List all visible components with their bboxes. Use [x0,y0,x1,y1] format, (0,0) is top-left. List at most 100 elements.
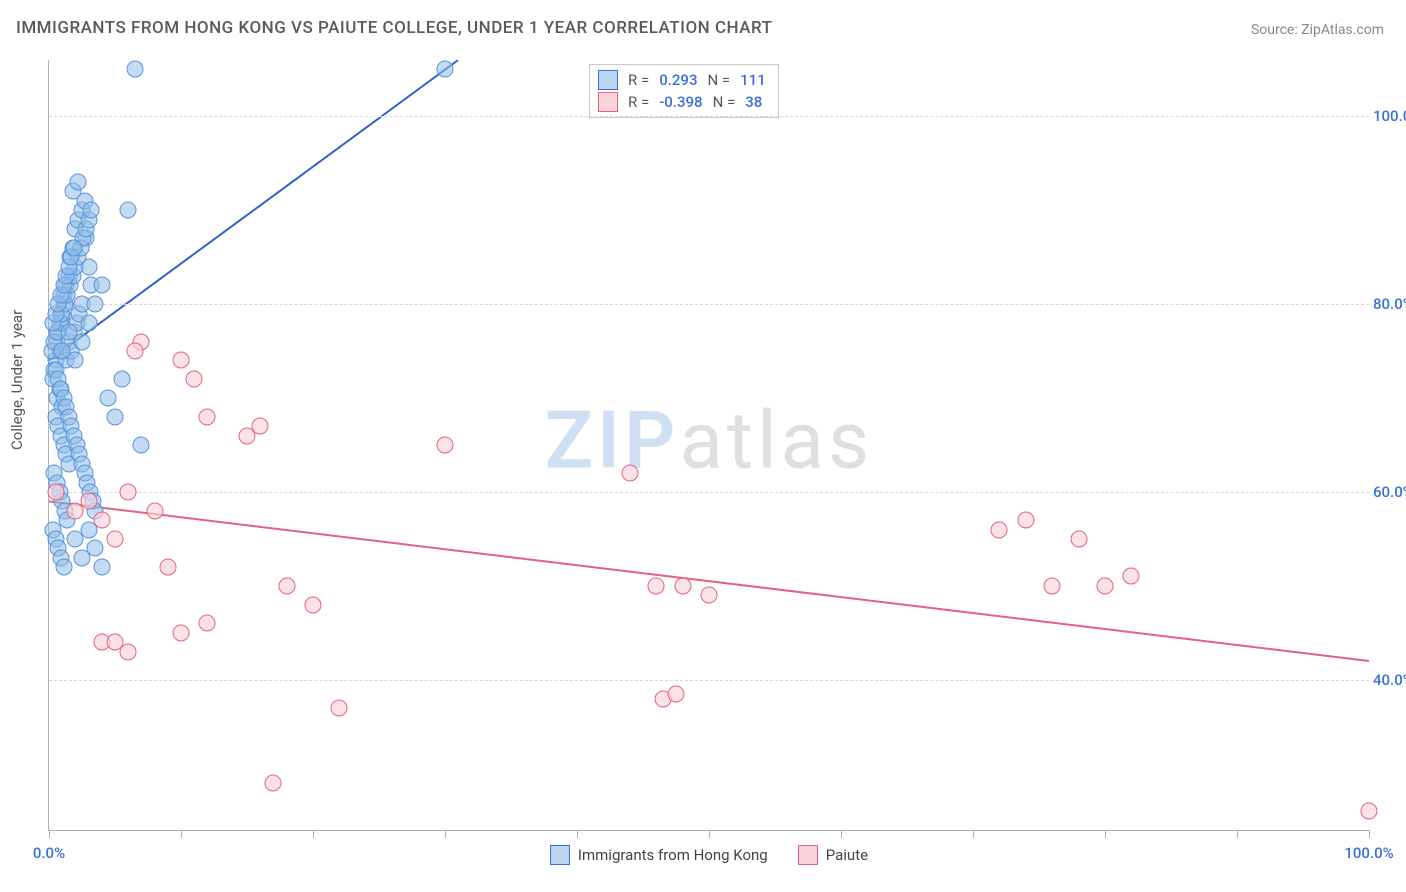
watermark-zip: ZIP [545,393,680,487]
x-tick [181,830,182,838]
legend-row-pink: R = -0.398 N = 38 [598,91,766,113]
scatter-point-blue [55,559,72,576]
scatter-point-pink [1017,512,1034,529]
scatter-point-pink [199,408,216,425]
scatter-point-pink [1361,803,1378,820]
x-tick [1105,830,1106,838]
x-tick-label: 0.0% [33,844,65,862]
n-value-blue: 111 [740,69,766,91]
scatter-point-pink [278,577,295,594]
legend-label-blue: Immigrants from Hong Kong [578,846,768,864]
swatch-pink [798,845,818,865]
plot-area: ZIPatlas R = 0.293 N = 111 R = -0.398 N … [48,60,1369,831]
scatter-point-pink [173,352,190,369]
scatter-point-pink [1097,577,1114,594]
gridline [49,680,1369,681]
scatter-point-blue [67,352,84,369]
scatter-point-pink [1123,568,1140,585]
scatter-point-pink [1070,530,1087,547]
swatch-pink [598,92,618,112]
scatter-point-pink [252,418,269,435]
swatch-blue [598,70,618,90]
scatter-point-blue [74,333,91,350]
trend-lines [49,60,1369,830]
scatter-point-blue [113,371,130,388]
x-tick [1369,830,1370,838]
scatter-point-pink [648,577,665,594]
scatter-point-pink [1044,577,1061,594]
scatter-point-pink [120,483,137,500]
scatter-point-blue [80,314,97,331]
scatter-point-pink [107,634,124,651]
scatter-point-blue [133,437,150,454]
x-tick [313,830,314,838]
scatter-point-pink [107,530,124,547]
x-tick [49,830,50,838]
scatter-point-blue [93,277,110,294]
x-tick [445,830,446,838]
correlation-legend: R = 0.293 N = 111 R = -0.398 N = 38 [589,64,779,118]
gridline [49,304,1369,305]
legend-item-blue: Immigrants from Hong Kong [550,845,768,865]
scatter-point-pink [331,699,348,716]
x-tick [709,830,710,838]
x-tick [973,830,974,838]
scatter-point-pink [80,493,97,510]
n-label: N = [707,69,730,91]
chart-title: IMMIGRANTS FROM HONG KONG VS PAIUTE COLL… [16,18,773,38]
scatter-point-pink [47,483,64,500]
y-axis-label: College, Under 1 year [8,310,26,450]
y-tick-label: 60.0% [1373,483,1406,501]
scatter-point-pink [674,577,691,594]
scatter-point-pink [305,596,322,613]
scatter-point-blue [107,408,124,425]
scatter-point-blue [87,540,104,557]
trend-line-pink [49,501,1369,661]
scatter-point-pink [701,587,718,604]
scatter-point-pink [126,343,143,360]
source-label: Source: ZipAtlas.com [1251,22,1384,38]
scatter-point-blue [120,202,137,219]
x-tick [1237,830,1238,838]
scatter-point-blue [83,202,100,219]
watermark-atlas: atlas [679,393,873,487]
x-tick [841,830,842,838]
scatter-point-blue [87,296,104,313]
scatter-point-blue [100,390,117,407]
scatter-point-pink [186,371,203,388]
scatter-point-pink [265,775,282,792]
n-label: N = [713,91,736,113]
r-value-pink: -0.398 [659,91,702,113]
scatter-point-pink [991,521,1008,538]
x-tick [577,830,578,838]
scatter-point-pink [173,624,190,641]
y-tick-label: 100.0% [1373,107,1406,125]
x-tick-label: 100.0% [1344,844,1393,862]
scatter-point-blue [126,61,143,78]
trend-line-blue [49,60,458,360]
legend-label-pink: Paiute [826,846,868,864]
r-value-blue: 0.293 [659,69,697,91]
scatter-point-blue [70,174,87,191]
swatch-blue [550,845,570,865]
gridline [49,116,1369,117]
scatter-point-blue [93,559,110,576]
scatter-point-blue [437,61,454,78]
n-value-pink: 38 [745,91,762,113]
r-label: R = [628,91,649,113]
series-legend: Immigrants from Hong Kong Paiute [49,845,1369,865]
y-tick-label: 80.0% [1373,295,1406,313]
scatter-point-pink [621,465,638,482]
gridline [49,492,1369,493]
y-tick-label: 40.0% [1373,671,1406,689]
scatter-point-pink [199,615,216,632]
scatter-point-pink [437,437,454,454]
legend-item-pink: Paiute [798,845,868,865]
scatter-point-pink [93,512,110,529]
legend-row-blue: R = 0.293 N = 111 [598,69,766,91]
r-label: R = [628,69,649,91]
scatter-point-pink [159,559,176,576]
scatter-point-pink [146,502,163,519]
watermark: ZIPatlas [545,393,874,487]
scatter-point-blue [66,239,83,256]
